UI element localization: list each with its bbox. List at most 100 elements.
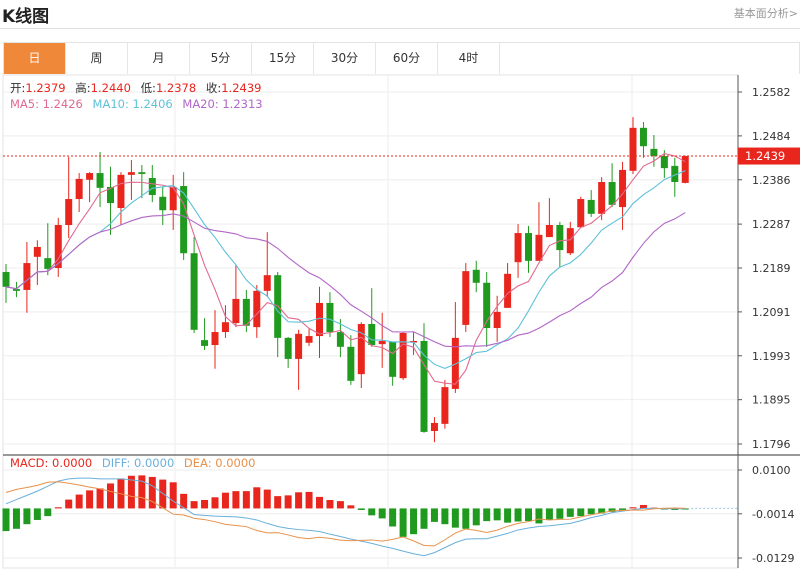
close-label: 收: [206, 81, 221, 95]
macd-bar-negative [566, 508, 574, 517]
macd-bar-negative [514, 508, 522, 522]
macd-bar-positive [65, 499, 73, 509]
candle-up [451, 337, 459, 389]
tab-60min[interactable]: 60分 [376, 43, 438, 74]
tab-15min[interactable]: 15分 [252, 43, 314, 74]
tab-month[interactable]: 月 [128, 43, 190, 74]
candle-down [336, 332, 344, 347]
tab-day[interactable]: 日 [4, 43, 66, 74]
candle-down [326, 302, 334, 333]
macd-bar-positive [284, 495, 292, 509]
candle-down [483, 282, 491, 329]
macd-legend: MACD: 0.0000 DIFF: 0.0000 DEA: 0.0000 [10, 456, 255, 470]
candle-down [12, 289, 20, 291]
tab-30min[interactable]: 30分 [314, 43, 376, 74]
ma5-line [5, 153, 686, 385]
high-value: 1.2440 [91, 81, 131, 95]
y-tick-label: 1.1796 [752, 438, 791, 451]
macd-bar-negative [556, 508, 564, 519]
candle-up [681, 156, 689, 183]
macd-bar-negative [619, 508, 627, 510]
candle-up [221, 322, 229, 333]
candle-up [169, 186, 177, 211]
macd-bar-negative [462, 508, 470, 529]
candle-down [96, 173, 104, 188]
macd-bar-positive [211, 497, 219, 509]
ma-lines [3, 153, 738, 385]
tab-week[interactable]: 周 [66, 43, 128, 74]
fundamental-analysis-link[interactable]: 基本面分析> [733, 7, 798, 20]
open-value: 1.2379 [25, 81, 65, 95]
candle-up [598, 182, 606, 214]
candle-up [305, 336, 313, 343]
macd-bar-negative [410, 508, 418, 535]
candle-down [284, 337, 292, 359]
candle-up [566, 228, 574, 254]
macd-bar-positive [75, 494, 83, 509]
candle-up [545, 225, 553, 238]
macd-y-tick-label: -0.0014 [752, 508, 794, 521]
macd-bar-positive [86, 490, 94, 509]
candle-down [148, 177, 156, 196]
macd-bar-positive [169, 482, 177, 509]
macd-bar-positive [629, 507, 637, 509]
candle-up [23, 263, 31, 290]
macd-panel [2, 475, 738, 557]
macd-y-tick-label: 0.0100 [752, 464, 791, 477]
y-tick-label: 1.2582 [752, 86, 791, 99]
divider [0, 28, 800, 29]
macd-bar-negative [535, 508, 543, 524]
tab-4hour[interactable]: 4时 [438, 43, 500, 74]
y-tick-label: 1.2287 [752, 218, 791, 231]
macd-bar-negative [23, 508, 31, 525]
macd-bar-negative [2, 508, 10, 532]
ma10-line [5, 170, 686, 369]
grid [2, 74, 800, 569]
candle-down [608, 182, 616, 205]
macd-bar-positive [326, 499, 334, 509]
candle-down [420, 340, 428, 432]
macd-bar-negative [441, 508, 449, 525]
tab-5min[interactable]: 5分 [190, 43, 252, 74]
candle-down [44, 258, 52, 269]
macd-bar-positive [148, 476, 156, 509]
y-tick-label: 1.2386 [752, 174, 791, 187]
ma-legend: MA5: 1.2426 MA10: 1.2406 MA20: 1.2313 [10, 97, 263, 111]
candle-up [462, 271, 470, 325]
macd-bar-negative [399, 508, 407, 537]
candle-down [347, 346, 355, 381]
candle-up [619, 169, 627, 208]
candle-down [525, 233, 532, 261]
y-tick-label: 1.2189 [752, 262, 791, 275]
y-tick-label: 1.1895 [752, 394, 791, 407]
candle-down [556, 225, 564, 251]
macd-bar-positive [263, 489, 271, 509]
diff-line [5, 477, 686, 557]
candle-up [211, 332, 219, 346]
macd-legend-value: MACD: 0.0000 [10, 456, 92, 470]
ma20-line [5, 212, 686, 348]
macd-bar-positive [127, 475, 135, 509]
candle-down [389, 341, 397, 377]
macd-bar-positive [201, 499, 209, 509]
candle-down [201, 340, 209, 346]
macd-bar-positive [180, 493, 188, 509]
candle-down [138, 172, 146, 174]
current-price-marker: 1.2439 [738, 147, 800, 165]
macd-bar-negative [368, 508, 376, 516]
low-label: 低: [141, 81, 156, 95]
candle-up [232, 298, 240, 324]
price-axis: 1.2582 1.2484 1.2386 1.2287 1.2189 1.2091 1.19… [737, 75, 794, 568]
candle-up [410, 340, 418, 343]
macd-bar-negative [483, 508, 491, 522]
macd-bar-positive [232, 491, 240, 509]
candle-down [107, 186, 114, 204]
candle-up [493, 311, 501, 329]
macd-bar-negative [577, 508, 585, 517]
y-tick-label: 1.1993 [752, 350, 791, 363]
ma10-legend: MA10: 1.2406 [93, 97, 173, 111]
candle-down [472, 269, 480, 283]
macd-bar-negative [598, 508, 606, 514]
candle-down [2, 272, 10, 287]
